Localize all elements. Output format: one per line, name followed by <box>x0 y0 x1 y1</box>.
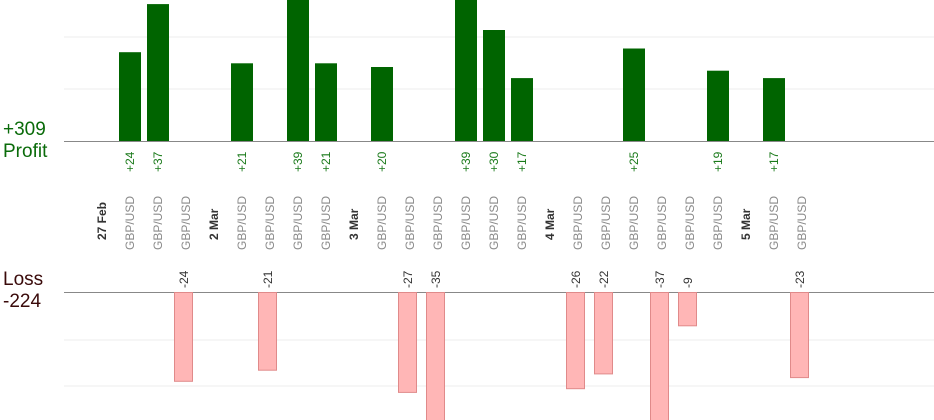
profit-bar <box>623 48 645 141</box>
labels: 27 Feb 2 Mar 3 Mar 4 Mar 5 Mar GBP/USD +24 GBP/… <box>95 151 809 288</box>
pair-label: GBP/USD <box>375 196 389 250</box>
loss-value-label: -21 <box>261 270 275 288</box>
bars <box>119 0 809 420</box>
date-label: 4 Mar <box>543 208 557 240</box>
pair-label: GBP/USD <box>291 196 305 250</box>
loss-bar <box>426 292 445 420</box>
loss-bar <box>678 292 697 327</box>
profit-value-label: +21 <box>319 151 333 172</box>
loss-value-label: -37 <box>653 270 667 288</box>
loss-total: Loss -224 <box>3 269 43 313</box>
pair-label: GBP/USD <box>263 196 277 250</box>
profit-value-label: +25 <box>627 151 641 172</box>
profit-value-label: +37 <box>151 151 165 172</box>
pair-label: GBP/USD <box>795 196 809 250</box>
profit-value-label: +17 <box>767 151 781 172</box>
profit-bar <box>147 4 169 141</box>
profit-value-label: +30 <box>487 151 501 172</box>
loss-bar <box>790 292 809 379</box>
profit-bar <box>315 63 337 141</box>
profit-bar <box>511 78 533 141</box>
date-label: 2 Mar <box>207 208 221 240</box>
profit-bar <box>231 63 253 141</box>
profit-bar <box>483 30 505 141</box>
loss-total-value: -224 <box>3 291 42 312</box>
profit-bar <box>287 0 309 142</box>
pair-label: GBP/USD <box>459 196 473 250</box>
profit-value-label: +20 <box>375 151 389 172</box>
loss-bar <box>566 292 585 390</box>
axes <box>64 141 934 293</box>
loss-value-label: -9 <box>681 277 695 288</box>
pair-label: GBP/USD <box>571 196 585 250</box>
profit-bar <box>371 67 393 141</box>
pair-label: GBP/USD <box>487 196 501 250</box>
date-label: 3 Mar <box>347 208 361 240</box>
profit-value-label: +24 <box>123 151 137 172</box>
profit-total: +309 Profit <box>3 119 47 163</box>
profit-total-label: Profit <box>3 141 48 162</box>
pair-label: GBP/USD <box>179 196 193 250</box>
profit-bar <box>763 78 785 141</box>
profit-value-label: +39 <box>291 151 305 172</box>
loss-value-label: -23 <box>793 270 807 288</box>
gridlines <box>64 36 934 387</box>
loss-value-label: -26 <box>569 270 583 288</box>
pair-label: GBP/USD <box>627 196 641 250</box>
pair-label: GBP/USD <box>235 196 249 250</box>
loss-value-label: -22 <box>597 270 611 288</box>
pair-label: GBP/USD <box>403 196 417 250</box>
profit-bar <box>455 0 477 142</box>
pair-label: GBP/USD <box>123 196 137 250</box>
loss-bar <box>650 292 669 420</box>
pair-label: GBP/USD <box>683 196 697 250</box>
profit-value-label: +21 <box>235 151 249 172</box>
date-label: 27 Feb <box>95 202 109 240</box>
date-label: 5 Mar <box>739 208 753 240</box>
loss-total-label: Loss <box>3 269 44 290</box>
pair-label: GBP/USD <box>431 196 445 250</box>
profit-bar <box>119 52 141 142</box>
profit-value-label: +19 <box>711 151 725 172</box>
profit-total-value: +309 <box>3 119 46 140</box>
loss-value-label: -35 <box>429 270 443 288</box>
loss-bar <box>594 292 613 375</box>
pair-label: GBP/USD <box>655 196 669 250</box>
pair-label: GBP/USD <box>319 196 333 250</box>
loss-bar <box>174 292 193 382</box>
pair-label: GBP/USD <box>599 196 613 250</box>
loss-value-label: -27 <box>401 270 415 288</box>
profit-value-label: +17 <box>515 151 529 172</box>
pair-label: GBP/USD <box>711 196 725 250</box>
pair-label: GBP/USD <box>515 196 529 250</box>
loss-bar <box>258 292 277 371</box>
pair-label: GBP/USD <box>151 196 165 250</box>
profit-value-label: +39 <box>459 151 473 172</box>
profit-bar <box>707 70 729 141</box>
pair-label: GBP/USD <box>767 196 781 250</box>
loss-bar <box>398 292 417 393</box>
loss-value-label: -24 <box>177 270 191 288</box>
